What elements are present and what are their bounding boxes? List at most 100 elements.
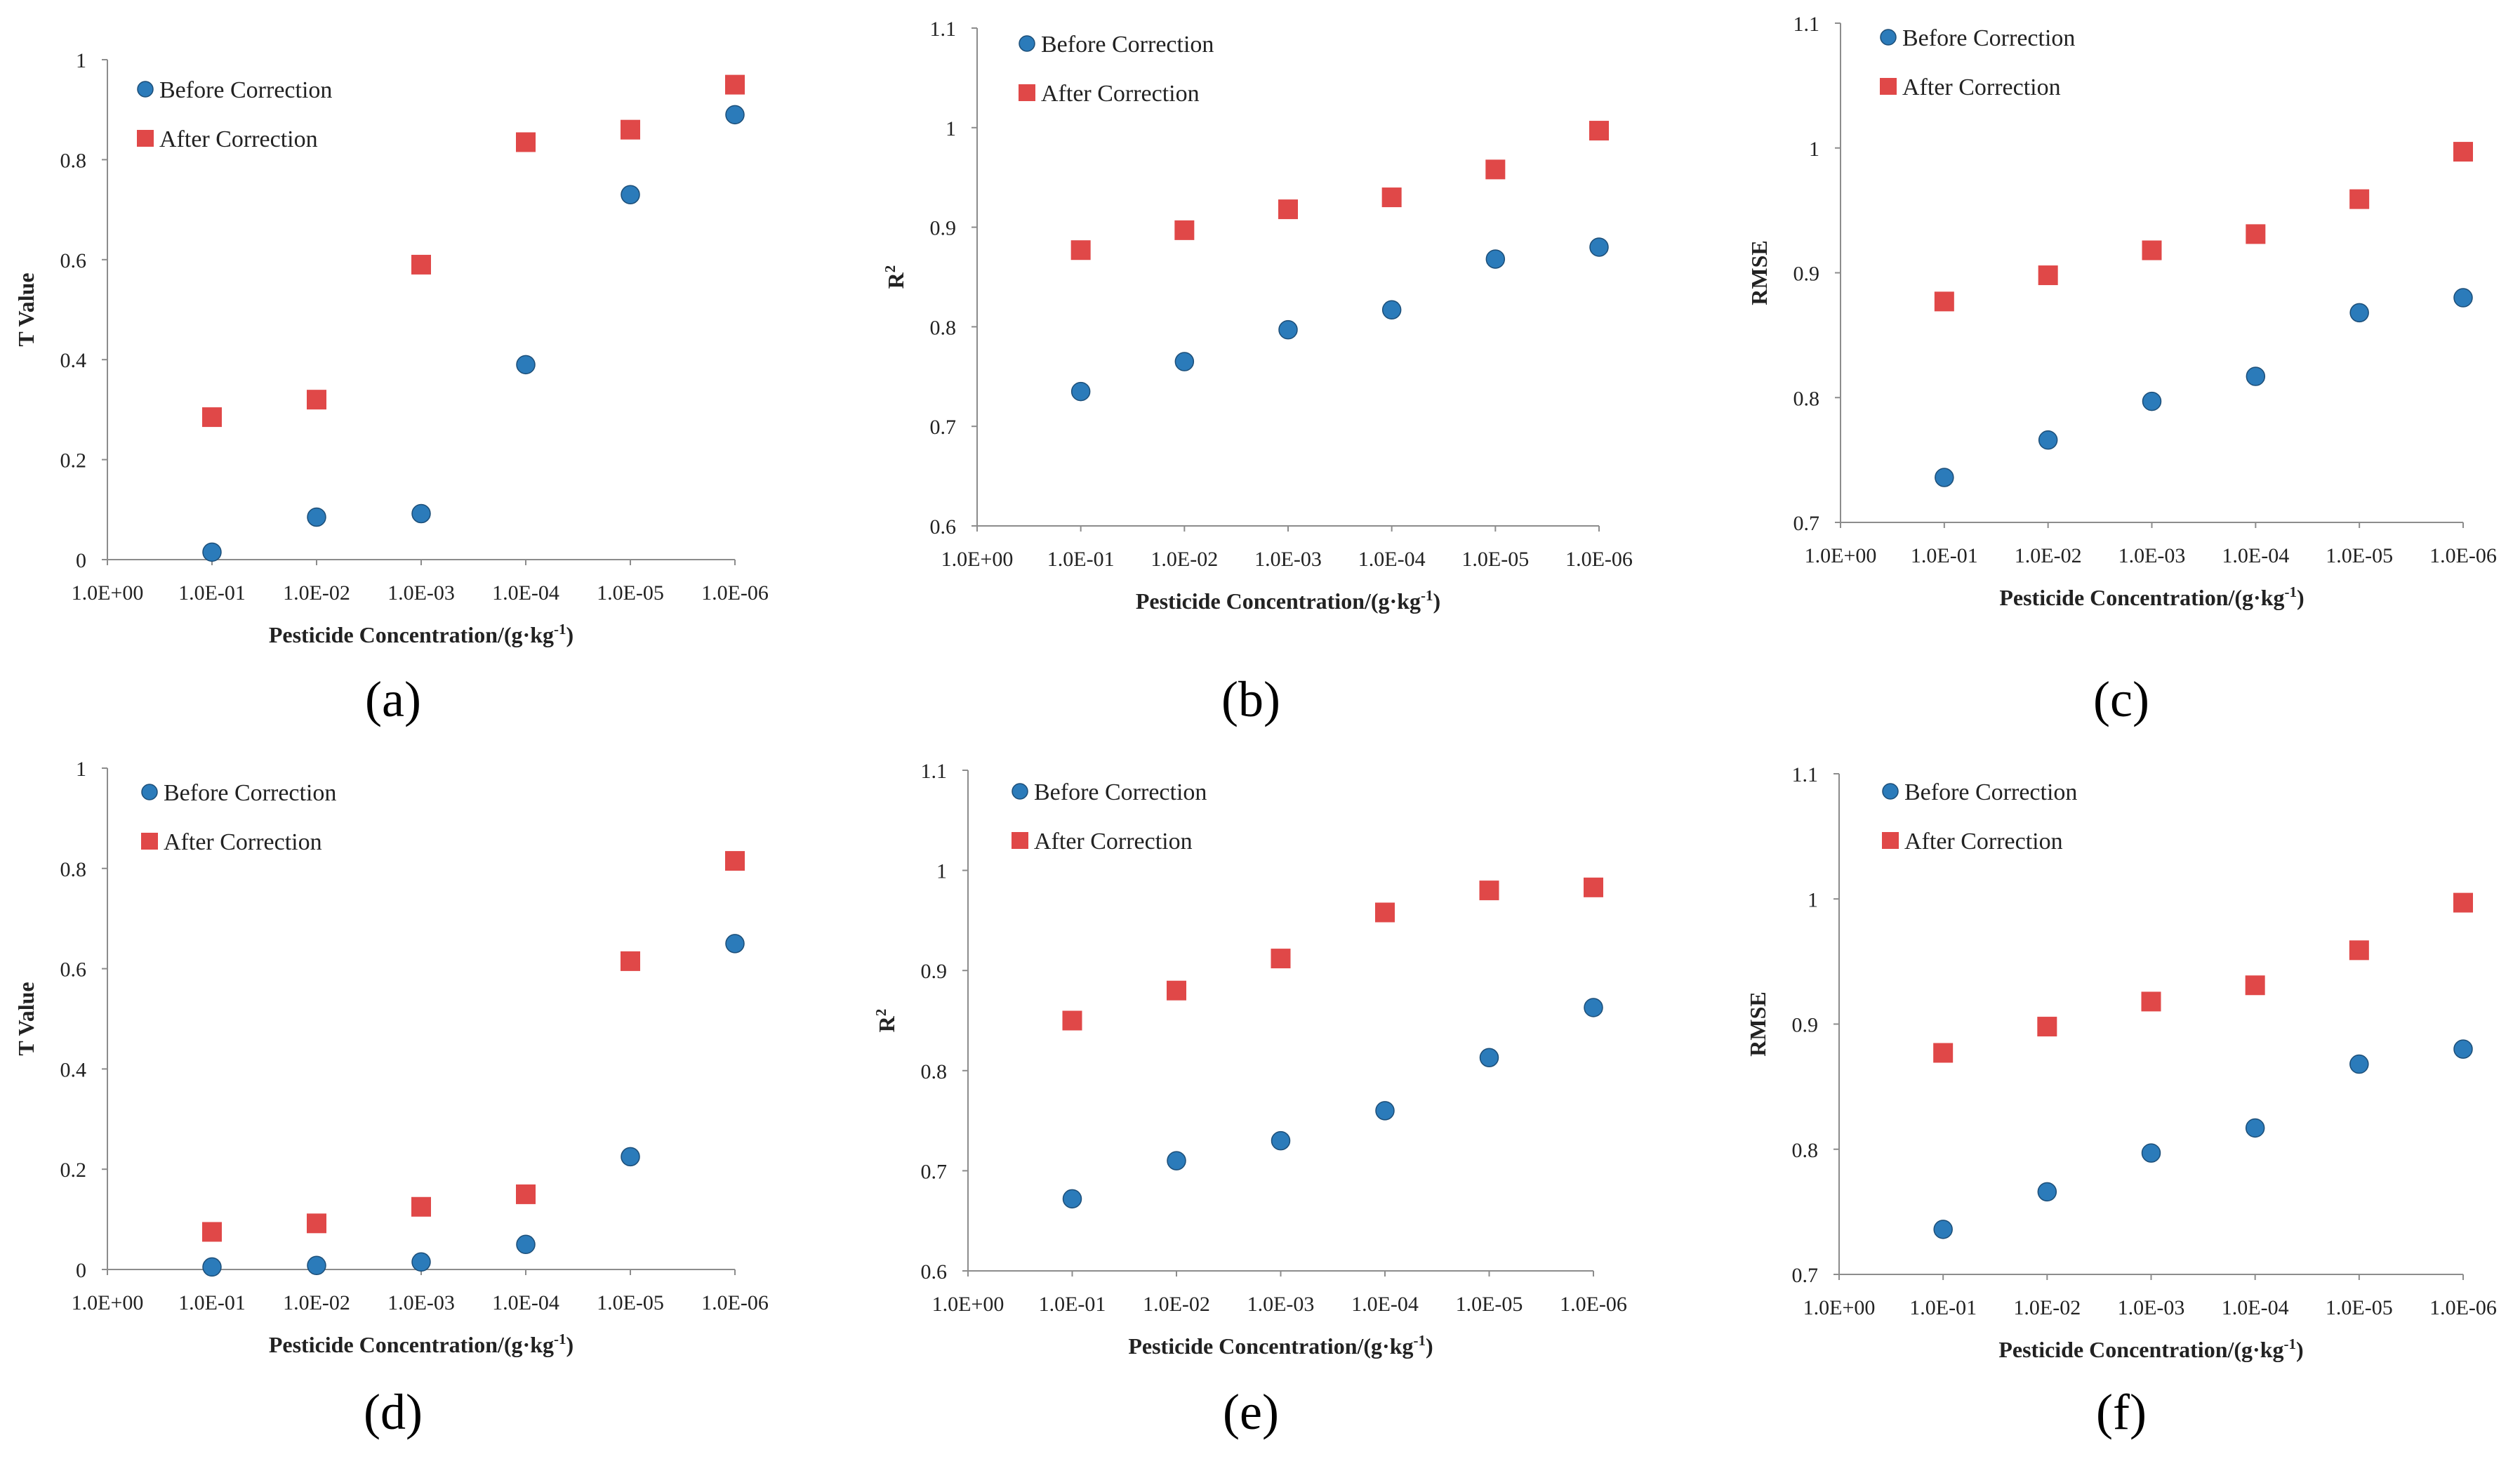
after-correction-point: [2038, 265, 2058, 286]
y-tick-label: 0.7: [1793, 512, 1820, 535]
legend-label-after: After Correction: [1034, 829, 1193, 855]
after-correction-point: [1278, 199, 1298, 220]
chart-panel: 1.0E+00 1.0E-01 1.0E-02 1.0E-03 1.0E-04 1.0E-…: [13, 49, 769, 727]
x-axis-title: Pesticide Concentration/(g·kg-1): [1128, 1332, 1433, 1359]
before-correction-point: [2453, 288, 2473, 308]
y-tick-label: 0.7: [921, 1160, 948, 1183]
x-tick-label: 1.0E-01: [1909, 1296, 1977, 1319]
after-correction-point: [307, 1213, 326, 1234]
y-tick-label: 0.2: [60, 449, 87, 473]
legend-marker-before: [1012, 783, 1028, 800]
after-correction-point: [2453, 892, 2473, 913]
x-tick-label: 1.0E-02: [1143, 1293, 1210, 1316]
before-correction-point: [2245, 1118, 2265, 1138]
y-tick-label: 1: [76, 49, 86, 72]
before-correction-point: [1062, 1189, 1082, 1209]
y-tick-label: 0.4: [60, 1058, 87, 1081]
legend-marker-after: [1012, 832, 1028, 849]
y-tick-label: 1: [946, 117, 956, 140]
legend-label-after: After Correction: [1041, 81, 1200, 107]
x-tick-label: 1.0E-05: [597, 581, 664, 605]
before-correction-point: [621, 185, 640, 204]
x-tick-label: 1.0E+00: [1805, 544, 1877, 567]
after-correction-point: [1589, 121, 1609, 141]
chart-panel: 1.0E+00 1.0E-01 1.0E-02 1.0E-03 1.0E-04 1.0E-…: [882, 18, 1633, 727]
x-tick-label: 1.0E+00: [72, 1291, 144, 1314]
chart-panel: 1.0E+00 1.0E-01 1.0E-02 1.0E-03 1.0E-04 1.0E-…: [13, 758, 769, 1440]
x-tick-label: 1.0E-03: [387, 1291, 455, 1314]
x-tick-label: 1.0E-01: [178, 1291, 246, 1314]
x-axis-title: Pesticide Concentration/(g·kg-1): [269, 621, 573, 647]
chart-panel: 1.0E+00 1.0E-01 1.0E-02 1.0E-03 1.0E-04 1.0E-…: [873, 760, 1627, 1440]
y-tick-label: 0.8: [1793, 387, 1820, 410]
after-correction-point: [2246, 224, 2266, 244]
chart-panel: 1.0E+00 1.0E-01 1.0E-02 1.0E-03 1.0E-04 1.0E-…: [1746, 13, 2497, 727]
before-correction-point: [307, 507, 326, 527]
x-tick-label: 1.0E+00: [72, 581, 144, 605]
after-correction-point: [1375, 902, 1395, 923]
y-axis-title: R2: [882, 265, 908, 289]
after-correction-point: [1485, 159, 1506, 180]
after-correction-point: [2141, 991, 2161, 1012]
x-tick-label: 1.0E-02: [2013, 1296, 2081, 1319]
y-tick-label: 0.9: [1792, 1014, 1819, 1037]
x-tick-label: 1.0E-06: [2429, 544, 2497, 567]
panel-label: (d): [364, 1384, 423, 1440]
before-correction-point: [516, 1234, 536, 1255]
after-correction-point: [516, 132, 536, 152]
y-tick-label: 0.4: [60, 349, 87, 372]
legend-label-after: After Correction: [159, 126, 318, 152]
after-correction-point: [1062, 1010, 1082, 1031]
y-tick-label: 0.9: [930, 217, 957, 240]
after-correction-point: [307, 390, 326, 410]
y-tick-label: 1.1: [921, 760, 948, 783]
after-correction-point: [202, 1222, 222, 1242]
after-correction-point: [1070, 240, 1091, 260]
y-tick-label: 0.6: [60, 958, 87, 982]
y-tick-label: 0.6: [930, 515, 957, 539]
x-tick-label: 1.0E-04: [492, 581, 559, 605]
after-correction-point: [2037, 1017, 2057, 1037]
legend-label-before: Before Correction: [1034, 779, 1207, 805]
x-tick-label: 1.0E-06: [1565, 548, 1633, 571]
before-correction-point: [2246, 367, 2266, 386]
legend-marker-after: [1880, 78, 1897, 95]
legend-marker-before: [1019, 35, 1035, 52]
legend-label-after: After Correction: [1904, 829, 2063, 855]
legend-label-before: Before Correction: [1902, 25, 2075, 51]
x-tick-label: 1.0E-06: [1560, 1293, 1627, 1316]
before-correction-point: [725, 934, 745, 954]
legend-marker-before: [141, 784, 158, 800]
after-correction-point: [411, 254, 431, 275]
after-correction-point: [1934, 291, 1954, 312]
after-correction-point: [1584, 877, 1603, 897]
after-correction-point: [202, 407, 222, 428]
x-tick-label: 1.0E-05: [597, 1291, 664, 1314]
after-correction-point: [516, 1184, 536, 1204]
x-tick-label: 1.0E-01: [1911, 544, 1978, 567]
x-tick-label: 1.0E-03: [2118, 544, 2186, 567]
x-tick-label: 1.0E-05: [2326, 1296, 2393, 1319]
after-correction-point: [621, 951, 640, 971]
after-correction-point: [1933, 1043, 1954, 1063]
before-correction-point: [2349, 303, 2369, 323]
after-correction-point: [725, 74, 745, 95]
panel-label: (a): [365, 671, 421, 727]
y-axis-title: RMSE: [1745, 991, 1770, 1056]
y-tick-label: 1: [1809, 138, 1819, 161]
chart-panel: 1.0E+00 1.0E-01 1.0E-02 1.0E-03 1.0E-04 1.0E-…: [1745, 763, 2497, 1440]
y-tick-label: 0: [76, 549, 86, 572]
y-tick-label: 1.1: [1793, 13, 1820, 36]
after-correction-point: [2453, 142, 2473, 162]
y-tick-label: 0.8: [60, 149, 87, 172]
x-tick-label: 1.0E-04: [492, 1291, 559, 1314]
x-tick-label: 1.0E+00: [1803, 1296, 1876, 1319]
legend-label-after: After Correction: [1902, 74, 2061, 100]
y-axis-title: RMSE: [1746, 240, 1772, 305]
legend-marker-after: [1882, 832, 1899, 849]
legend-label-before: Before Correction: [1904, 779, 2077, 805]
legend-label-before: Before Correction: [159, 77, 332, 103]
x-tick-label: 1.0E-05: [2326, 544, 2393, 567]
before-correction-point: [1933, 1220, 1953, 1239]
x-tick-label: 1.0E-03: [1254, 548, 1322, 571]
